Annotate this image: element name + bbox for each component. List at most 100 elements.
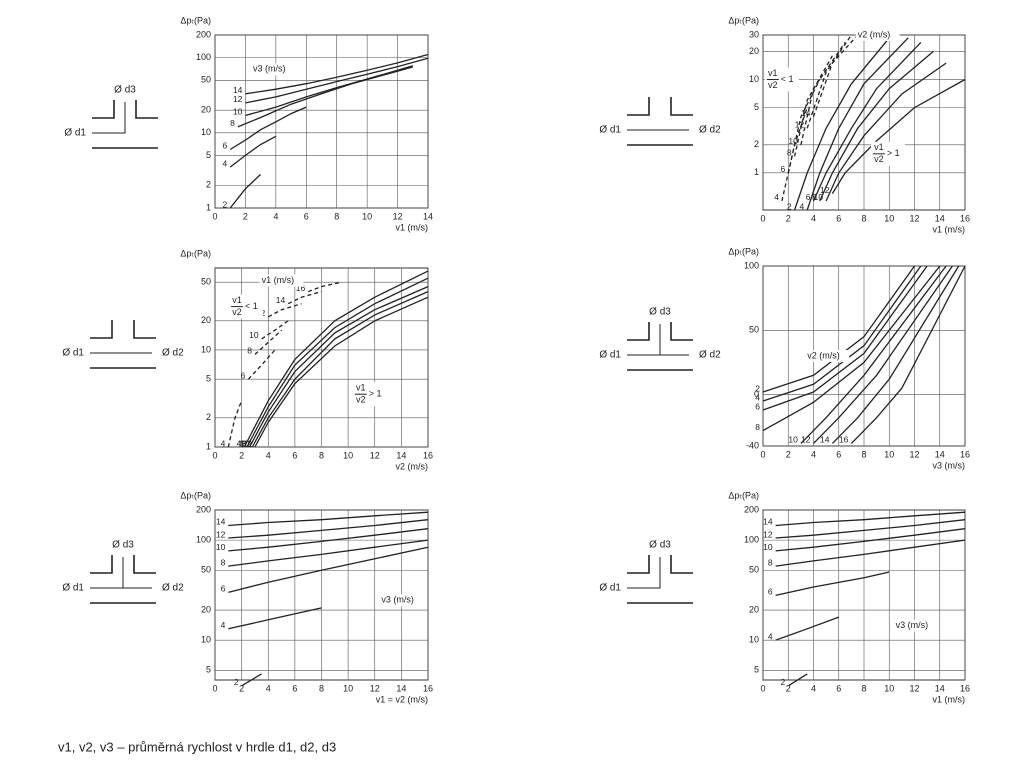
x-tick-label: 14 <box>935 683 945 693</box>
curve-label: 2 <box>234 677 239 687</box>
duct-label: Ø d3 <box>112 540 134 551</box>
flow-arrow <box>96 102 126 134</box>
curve-label: 8 <box>755 422 760 432</box>
annotation: v3 (m/s) <box>381 595 414 605</box>
curve-label: 8 <box>787 148 792 158</box>
curve <box>775 519 966 539</box>
curve <box>787 79 821 174</box>
duct-label: Ø d3 <box>114 85 136 96</box>
curve-label: 12 <box>801 435 811 445</box>
x-tick-label: 10 <box>884 213 894 223</box>
fraction-relation: < 1 <box>245 301 258 311</box>
curve-label: 6 <box>755 401 760 411</box>
duct-label: Ø d1 <box>62 583 84 594</box>
curve <box>245 53 429 95</box>
curve-label: 4 <box>222 158 227 168</box>
curve-label: 12 <box>820 185 830 195</box>
duct-label: Ø d1 <box>599 583 621 594</box>
y-tick-label: 10 <box>201 635 211 645</box>
duct-label: Ø d2 <box>699 125 721 136</box>
annotation-bg <box>251 63 296 76</box>
curve-label: 4 <box>799 201 804 211</box>
curve-label: 2 <box>755 383 760 393</box>
annotation: v2 (m/s) <box>858 29 891 39</box>
x-axis-label: v2 (m/s) <box>396 461 429 471</box>
annotation-bg <box>805 350 850 362</box>
fraction-denominator: v2 <box>232 307 242 317</box>
duct-label: Ø d1 <box>599 125 621 136</box>
flow-arrow <box>631 557 661 589</box>
y-tick-label: -40 <box>746 440 759 450</box>
duct-outline <box>90 555 156 604</box>
curve-label: 8 <box>812 192 817 202</box>
x-tick-label: 6 <box>836 449 841 459</box>
y-axis-label: Δpₜ(Pa) <box>728 490 759 500</box>
curve-label: 2 <box>781 677 786 687</box>
x-tick-label: 8 <box>319 450 324 460</box>
curve <box>249 286 429 448</box>
curve <box>762 265 928 411</box>
x-tick-label: 2 <box>786 683 791 693</box>
curve-label: 2 <box>787 201 792 211</box>
y-tick-label: 5 <box>754 102 759 112</box>
y-tick-label: 50 <box>749 565 759 575</box>
annotation: v3 (m/s) <box>253 64 286 74</box>
curve-label: 8 <box>247 346 252 356</box>
y-tick-label: 1 <box>206 441 211 451</box>
curve <box>762 265 941 432</box>
x-tick-label: 2 <box>239 683 244 693</box>
duct-outline <box>92 100 158 149</box>
curve <box>254 296 429 448</box>
curve-label: 12 <box>233 94 243 104</box>
fraction-denominator: v2 <box>356 395 366 405</box>
x-tick-label: 8 <box>319 683 324 693</box>
x-tick-label: 0 <box>212 450 217 460</box>
x-tick-label: 6 <box>292 683 297 693</box>
y-tick-label: 0 <box>754 389 759 399</box>
curve <box>228 546 429 594</box>
curve-label: 14 <box>763 517 773 527</box>
x-tick-label: 0 <box>760 449 765 459</box>
curve <box>261 320 289 340</box>
y-tick-label: 200 <box>744 504 759 514</box>
x-tick-label: 16 <box>960 683 970 693</box>
x-tick-label: 14 <box>935 213 945 223</box>
curve-label: 10 <box>814 192 824 202</box>
curve <box>243 270 429 448</box>
x-axis-label: v1 = v2 (m/s) <box>376 694 428 704</box>
y-axis-label: Δpₜ(Pa) <box>180 248 211 258</box>
curve <box>228 607 322 630</box>
x-tick-label: 12 <box>370 683 380 693</box>
x-tick-label: 10 <box>884 449 894 459</box>
footer-note: v1, v2, v3 – průměrná rychlost v hrdle d… <box>58 739 336 754</box>
y-tick-label: 200 <box>196 29 211 39</box>
y-tick-label: 2 <box>206 180 211 190</box>
x-tick-label: 0 <box>212 683 217 693</box>
annotation-bg <box>893 619 938 632</box>
fraction-numerator: v1 <box>356 383 366 393</box>
y-tick-label: 20 <box>201 315 211 325</box>
curve <box>247 349 276 380</box>
curve <box>775 528 966 552</box>
x-tick-label: 2 <box>239 450 244 460</box>
x-tick-label: 8 <box>861 213 866 223</box>
fraction-numerator: v1 <box>768 68 778 78</box>
curve-label: 10 <box>240 438 250 448</box>
x-tick-label: 16 <box>960 213 970 223</box>
curve-label: 16 <box>296 283 306 293</box>
curve <box>775 539 966 567</box>
y-tick-label: 20 <box>749 46 759 56</box>
curve-label: 4 <box>237 438 242 448</box>
duct-label: Ø d3 <box>649 540 671 551</box>
annotation: v3 (m/s) <box>896 620 929 630</box>
duct-label: Ø d1 <box>599 350 621 361</box>
annotation-bg <box>379 594 424 607</box>
y-tick-label: 10 <box>201 344 211 354</box>
x-tick-label: 14 <box>935 449 945 459</box>
y-tick-label: 100 <box>744 260 759 270</box>
duct-label: Ø d1 <box>64 128 86 139</box>
curve <box>251 291 429 448</box>
curve-label: 12 <box>763 529 773 539</box>
fraction-denominator: v2 <box>768 80 778 90</box>
y-tick-label: 200 <box>196 504 211 514</box>
